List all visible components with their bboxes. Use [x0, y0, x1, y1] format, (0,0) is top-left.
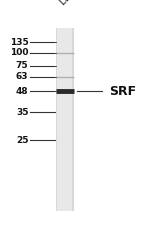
Text: Large intestine: Large intestine	[59, 0, 114, 7]
Text: SRF: SRF	[110, 85, 137, 98]
Text: 63: 63	[16, 72, 28, 81]
Bar	[57, 28, 72, 211]
Text: 25: 25	[16, 136, 28, 145]
Bar	[56, 28, 74, 211]
Text: 75: 75	[16, 61, 28, 70]
Text: 48: 48	[16, 87, 28, 96]
Text: 100: 100	[10, 48, 28, 57]
Text: 135: 135	[10, 38, 28, 47]
Text: 35: 35	[16, 108, 28, 117]
